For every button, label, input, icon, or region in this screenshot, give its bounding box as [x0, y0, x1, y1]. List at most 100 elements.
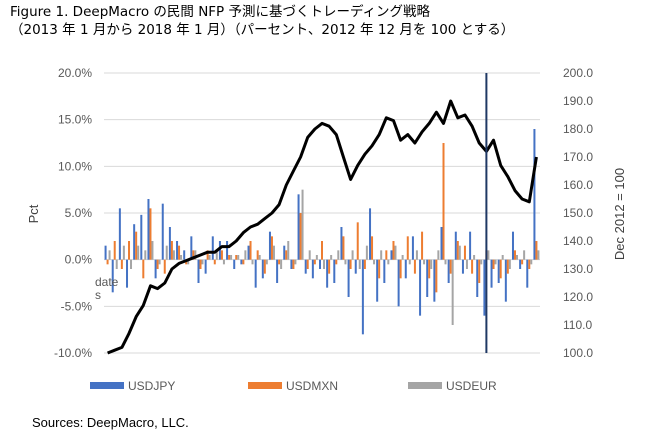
bar-usdjpy — [440, 227, 443, 260]
bar-usdjpy — [226, 241, 229, 260]
bar-usdjpy — [390, 250, 393, 260]
bar-usdjpy — [354, 259, 357, 274]
left-tick-label: -10.0% — [54, 346, 92, 360]
bar-usdeur — [237, 255, 240, 260]
bar-usdmxn — [270, 236, 273, 260]
bar-usdjpy — [340, 227, 343, 260]
right-tick-label: 190.0 — [563, 94, 593, 108]
bar-usdmxn — [156, 259, 159, 269]
bar-usdmxn — [256, 250, 259, 260]
bar-usdeur — [487, 250, 490, 260]
bar-usdjpy — [369, 208, 372, 260]
bar-usdjpy — [433, 259, 436, 302]
left-tick-label: 0.0% — [65, 253, 93, 267]
bar-usdmxn — [199, 259, 202, 269]
right-tick-label: 110.0 — [563, 318, 592, 332]
bar-usdeur — [122, 245, 125, 260]
left-axis-title: Pct — [26, 204, 41, 223]
right-tick-label: 130.0 — [563, 262, 593, 276]
bar-usdmxn — [249, 241, 252, 260]
bar-usdeur — [301, 189, 304, 260]
bar-usdjpy — [126, 259, 129, 288]
bar-usdeur — [501, 255, 504, 260]
bar-usdeur — [130, 259, 133, 269]
left-tick-label: 5.0% — [65, 206, 93, 220]
bar-usdmxn — [106, 259, 109, 265]
left-tick-label: -5.0% — [61, 299, 93, 313]
bar-usdmxn — [528, 259, 531, 269]
bar-usdmxn — [142, 259, 145, 279]
bar-usdeur — [451, 259, 454, 325]
bar-usdjpy — [197, 259, 200, 283]
bar-usdmxn — [471, 259, 474, 274]
bar-usdmxn — [113, 241, 116, 260]
bar-usdeur — [430, 259, 433, 269]
bar-usdmxn — [513, 250, 516, 260]
bar-usdeur — [272, 245, 275, 260]
bar-usdmxn — [135, 231, 138, 260]
legend-label-usdmxn: USDMXN — [286, 379, 338, 393]
bar-usdeur — [172, 250, 175, 260]
bar-usdeur — [401, 255, 404, 260]
bar-usdeur — [523, 250, 526, 260]
bar-usdjpy — [476, 259, 479, 297]
bar-usdjpy — [183, 250, 186, 260]
bar-series — [104, 129, 540, 335]
bar-usdmxn — [385, 250, 388, 260]
bar-usdmxn — [456, 241, 459, 260]
bar-usdeur — [165, 245, 168, 260]
bar-usdeur — [537, 250, 540, 260]
right-tick-label: 140.0 — [563, 234, 593, 248]
bar-usdeur — [180, 255, 183, 260]
bar-usdeur — [137, 245, 140, 260]
bar-usdeur — [380, 250, 383, 260]
bar-usdjpy — [526, 259, 529, 288]
bar-usdjpy — [297, 194, 300, 260]
left-tick-label: 10.0% — [58, 159, 92, 173]
bar-usdmxn — [442, 143, 445, 260]
bar-usdjpy — [276, 259, 279, 283]
bar-usdeur — [315, 255, 318, 260]
bar-usdeur — [215, 250, 218, 260]
bar-usdmxn — [535, 241, 538, 260]
bar-usdeur — [208, 255, 211, 260]
line-series — [107, 99, 538, 355]
bar-usdeur — [230, 255, 233, 260]
gridlines — [104, 72, 540, 354]
bar-usdmxn — [192, 250, 195, 260]
bar-usdjpy — [104, 245, 107, 260]
legend-swatch-usdmxn — [248, 382, 282, 389]
bar-usdmxn — [278, 259, 281, 265]
bar-usdmxn — [242, 259, 245, 265]
bar-usdjpy — [504, 259, 507, 302]
bar-usdmxn — [392, 241, 395, 260]
bar-usdeur — [330, 255, 333, 260]
right-tick-label: 200.0 — [563, 66, 593, 80]
bar-usdjpy — [261, 259, 264, 279]
bar-usdmxn — [406, 236, 409, 260]
bar-usdmxn — [263, 259, 266, 274]
bar-usdjpy — [190, 236, 193, 260]
bar-usdeur — [222, 259, 225, 265]
bar-usdmxn — [149, 208, 152, 260]
bar-usdjpy — [319, 259, 321, 269]
bar-usdmxn — [449, 259, 452, 274]
bar-usdeur — [201, 259, 204, 265]
bar-usdeur — [308, 250, 311, 260]
bar-usdjpy — [497, 259, 500, 283]
bar-usdeur — [387, 259, 390, 265]
bar-usdeur — [194, 250, 197, 260]
bar-usdjpy — [283, 245, 286, 260]
left-tick-label: 20.0% — [58, 66, 92, 80]
right-tick-label: 100.0 — [563, 346, 593, 360]
bar-usdeur — [337, 250, 340, 260]
bar-usdmxn — [499, 259, 502, 279]
bar-usdjpy — [268, 231, 271, 260]
right-tick-label: 120.0 — [563, 290, 593, 304]
bar-usdmxn — [521, 259, 524, 265]
bar-usdmxn — [128, 241, 131, 260]
bar-usdmxn — [371, 236, 374, 260]
bar-usdmxn — [435, 259, 438, 293]
bar-usdeur — [465, 259, 468, 269]
x-axis-label: date — [95, 275, 119, 289]
